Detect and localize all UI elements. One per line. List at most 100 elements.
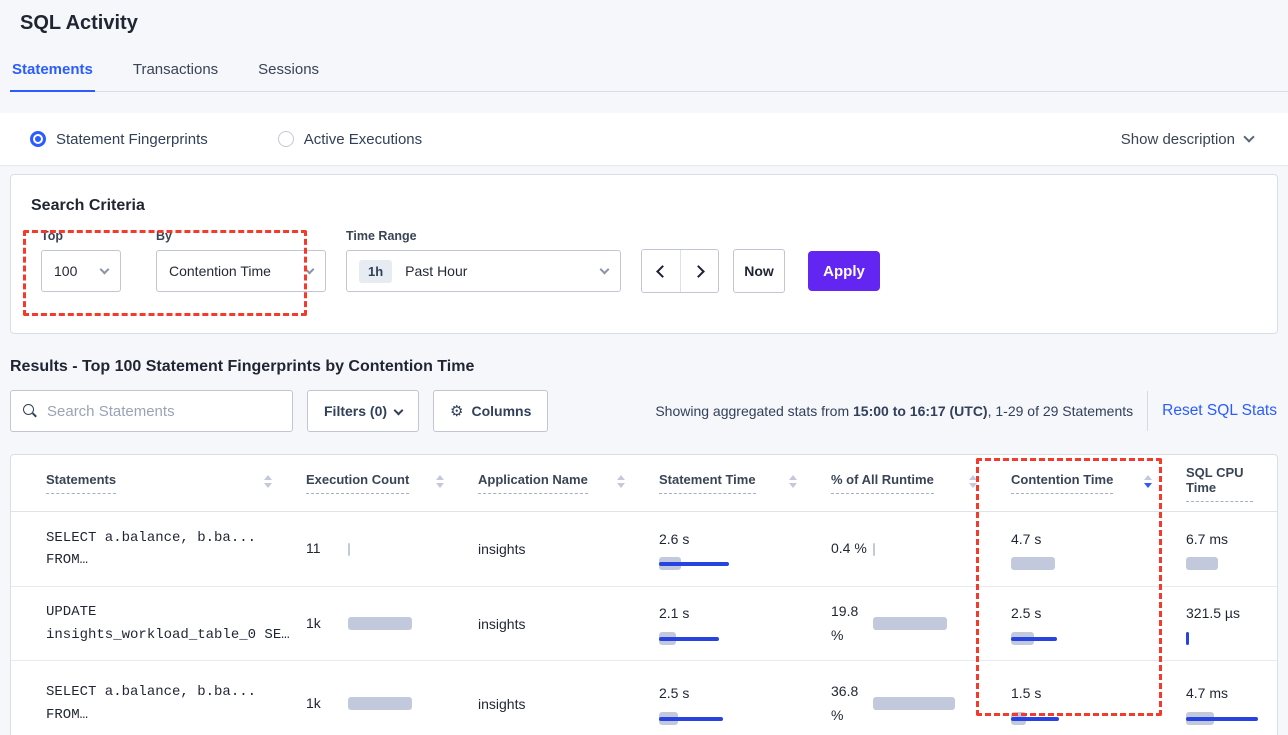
search-criteria-controls: Top 100 By Contention Time Time Range 1h… <box>31 229 1257 293</box>
pct-runtime-cell: 0.4 % <box>821 537 1001 560</box>
statement-fingerprint-link[interactable]: SELECT a.balance, b.ba... FROM… <box>46 684 257 723</box>
chevron-down-icon <box>599 264 610 275</box>
chevron-down-icon <box>304 264 315 275</box>
search-statements-input[interactable] <box>47 402 280 420</box>
search-statements-box <box>10 390 293 432</box>
pct-runtime-cell: 19.8 % <box>821 600 1001 646</box>
page-title: SQL Activity <box>20 12 138 34</box>
filters-button[interactable]: Filters (0) <box>307 390 420 432</box>
contention-time-cell: 4.7 s <box>1001 528 1176 571</box>
sql-cpu-time-cell: 6.7 ms <box>1176 528 1277 571</box>
column-header-pct-all-runtime[interactable]: % of All Runtime <box>821 472 1001 494</box>
search-criteria-panel: Search Criteria Top 100 By Contention Ti… <box>10 174 1278 334</box>
time-range-select[interactable]: 1h Past Hour <box>346 250 621 292</box>
radio-label: Statement Fingerprints <box>56 130 208 148</box>
tab-sessions[interactable]: Sessions <box>258 61 320 78</box>
columns-button[interactable]: ⚙ Columns <box>433 390 549 432</box>
tab-transactions[interactable]: Transactions <box>132 61 219 78</box>
by-label: By <box>156 229 172 243</box>
column-header-statements[interactable]: Statements <box>46 472 296 494</box>
gear-icon: ⚙ <box>450 402 464 420</box>
now-button[interactable]: Now <box>733 249 785 293</box>
results-title: Results - Top 100 Statement Fingerprints… <box>10 358 475 375</box>
time-range-value: Past Hour <box>405 263 468 279</box>
column-header-application-name[interactable]: Application Name <box>468 472 649 494</box>
pct-runtime-bar <box>873 542 983 556</box>
sql-cpu-time-cell: 321.5 µs <box>1176 602 1277 645</box>
pct-runtime-bar <box>873 697 983 710</box>
top-select[interactable]: 100 <box>41 250 121 292</box>
time-range-label: Time Range <box>346 229 417 243</box>
statement-time-bar <box>659 711 769 725</box>
contention-time-bar <box>1011 557 1121 571</box>
by-field: By Contention Time <box>156 229 326 292</box>
statements-table: Statements Execution Count Application N… <box>10 454 1278 735</box>
reset-sql-stats-link[interactable]: Reset SQL Stats <box>1162 402 1277 419</box>
sort-arrows-icon[interactable] <box>617 474 625 488</box>
sql-cpu-time-cell: 4.7 ms <box>1176 682 1277 725</box>
table-header-row: Statements Execution Count Application N… <box>11 455 1277 512</box>
tab-statements[interactable]: Statements <box>10 61 95 92</box>
column-header-sql-cpu-time[interactable]: SQL CPU Time <box>1176 465 1277 502</box>
next-interval-button[interactable] <box>680 250 718 292</box>
statement-time-cell: 2.5 s <box>649 682 821 725</box>
chevron-down-icon <box>1243 131 1255 143</box>
statement-fingerprint-link[interactable]: SELECT a.balance, b.ba... FROM… <box>46 529 257 568</box>
top-select-value: 100 <box>54 263 78 279</box>
top-field: Top 100 <box>41 229 121 292</box>
view-toggle-bar: Statement Fingerprints Active Executions… <box>0 113 1288 166</box>
sort-arrows-icon[interactable] <box>789 474 797 488</box>
sort-arrows-icon-active-desc[interactable] <box>1144 474 1152 488</box>
filters-label: Filters (0) <box>324 403 388 419</box>
sql-cpu-time-bar <box>1186 557 1288 571</box>
search-icon <box>23 404 37 418</box>
column-header-contention-time[interactable]: Contention Time <box>1001 472 1176 494</box>
execution-count-bar <box>348 542 458 556</box>
statement-time-cell: 2.1 s <box>649 602 821 645</box>
sql-cpu-time-bar <box>1186 711 1288 725</box>
contention-time-cell: 1.5 s <box>1001 682 1176 725</box>
execution-count-bar <box>348 697 458 710</box>
column-header-execution-count[interactable]: Execution Count <box>296 472 468 494</box>
application-name-cell: insights <box>478 695 526 712</box>
table-row: SELECT a.balance, b.ba... FROM… 1k insigh… <box>11 661 1277 735</box>
by-select[interactable]: Contention Time <box>156 250 326 292</box>
pct-runtime-cell: 36.8 % <box>821 680 1001 726</box>
chevron-left-icon <box>656 264 669 278</box>
sort-arrows-icon[interactable] <box>264 474 272 488</box>
column-header-statement-time[interactable]: Statement Time <box>649 472 821 494</box>
sql-cpu-time-bar <box>1186 631 1288 645</box>
radio-label: Active Executions <box>303 130 423 148</box>
execution-count-cell: 1k <box>296 612 468 635</box>
contention-time-cell: 2.5 s <box>1001 602 1176 645</box>
top-label: Top <box>41 229 63 243</box>
application-name-cell: insights <box>478 541 526 557</box>
sort-arrows-icon[interactable] <box>436 474 444 488</box>
execution-count-bar <box>348 617 458 630</box>
show-description-toggle[interactable]: Show description <box>1120 130 1255 148</box>
radio-unselected-icon[interactable] <box>277 131 294 147</box>
apply-button[interactable]: Apply <box>808 251 880 291</box>
contention-time-bar <box>1011 631 1121 645</box>
radio-selected-icon[interactable] <box>30 131 46 147</box>
statement-fingerprint-link[interactable]: UPDATE insights_workload_table_0 SE… <box>46 604 290 643</box>
pct-runtime-bar <box>873 617 983 630</box>
time-range-field: Time Range 1h Past Hour <box>346 229 621 292</box>
columns-label: Columns <box>471 403 532 419</box>
time-step-buttons <box>641 249 719 293</box>
tab-bar: Statements Transactions Sessions <box>10 61 1288 92</box>
divider <box>1147 391 1149 431</box>
search-criteria-heading: Search Criteria <box>31 197 145 214</box>
chevron-down-icon <box>393 405 404 415</box>
table-row: UPDATE insights_workload_table_0 SE… 1k i… <box>11 587 1277 661</box>
show-description-label: Show description <box>1120 130 1235 148</box>
statement-time-bar <box>659 631 769 645</box>
sort-arrows-icon[interactable] <box>969 474 977 488</box>
previous-interval-button[interactable] <box>642 250 680 292</box>
radio-statement-fingerprints[interactable]: Statement Fingerprints <box>30 131 208 148</box>
statement-time-cell: 2.6 s <box>649 528 821 571</box>
statement-time-bar <box>659 557 769 571</box>
application-name-cell: insights <box>478 615 526 632</box>
aggregated-stats-text: Showing aggregated stats from 15:00 to 1… <box>655 403 1134 419</box>
radio-active-executions[interactable]: Active Executions <box>277 130 423 148</box>
